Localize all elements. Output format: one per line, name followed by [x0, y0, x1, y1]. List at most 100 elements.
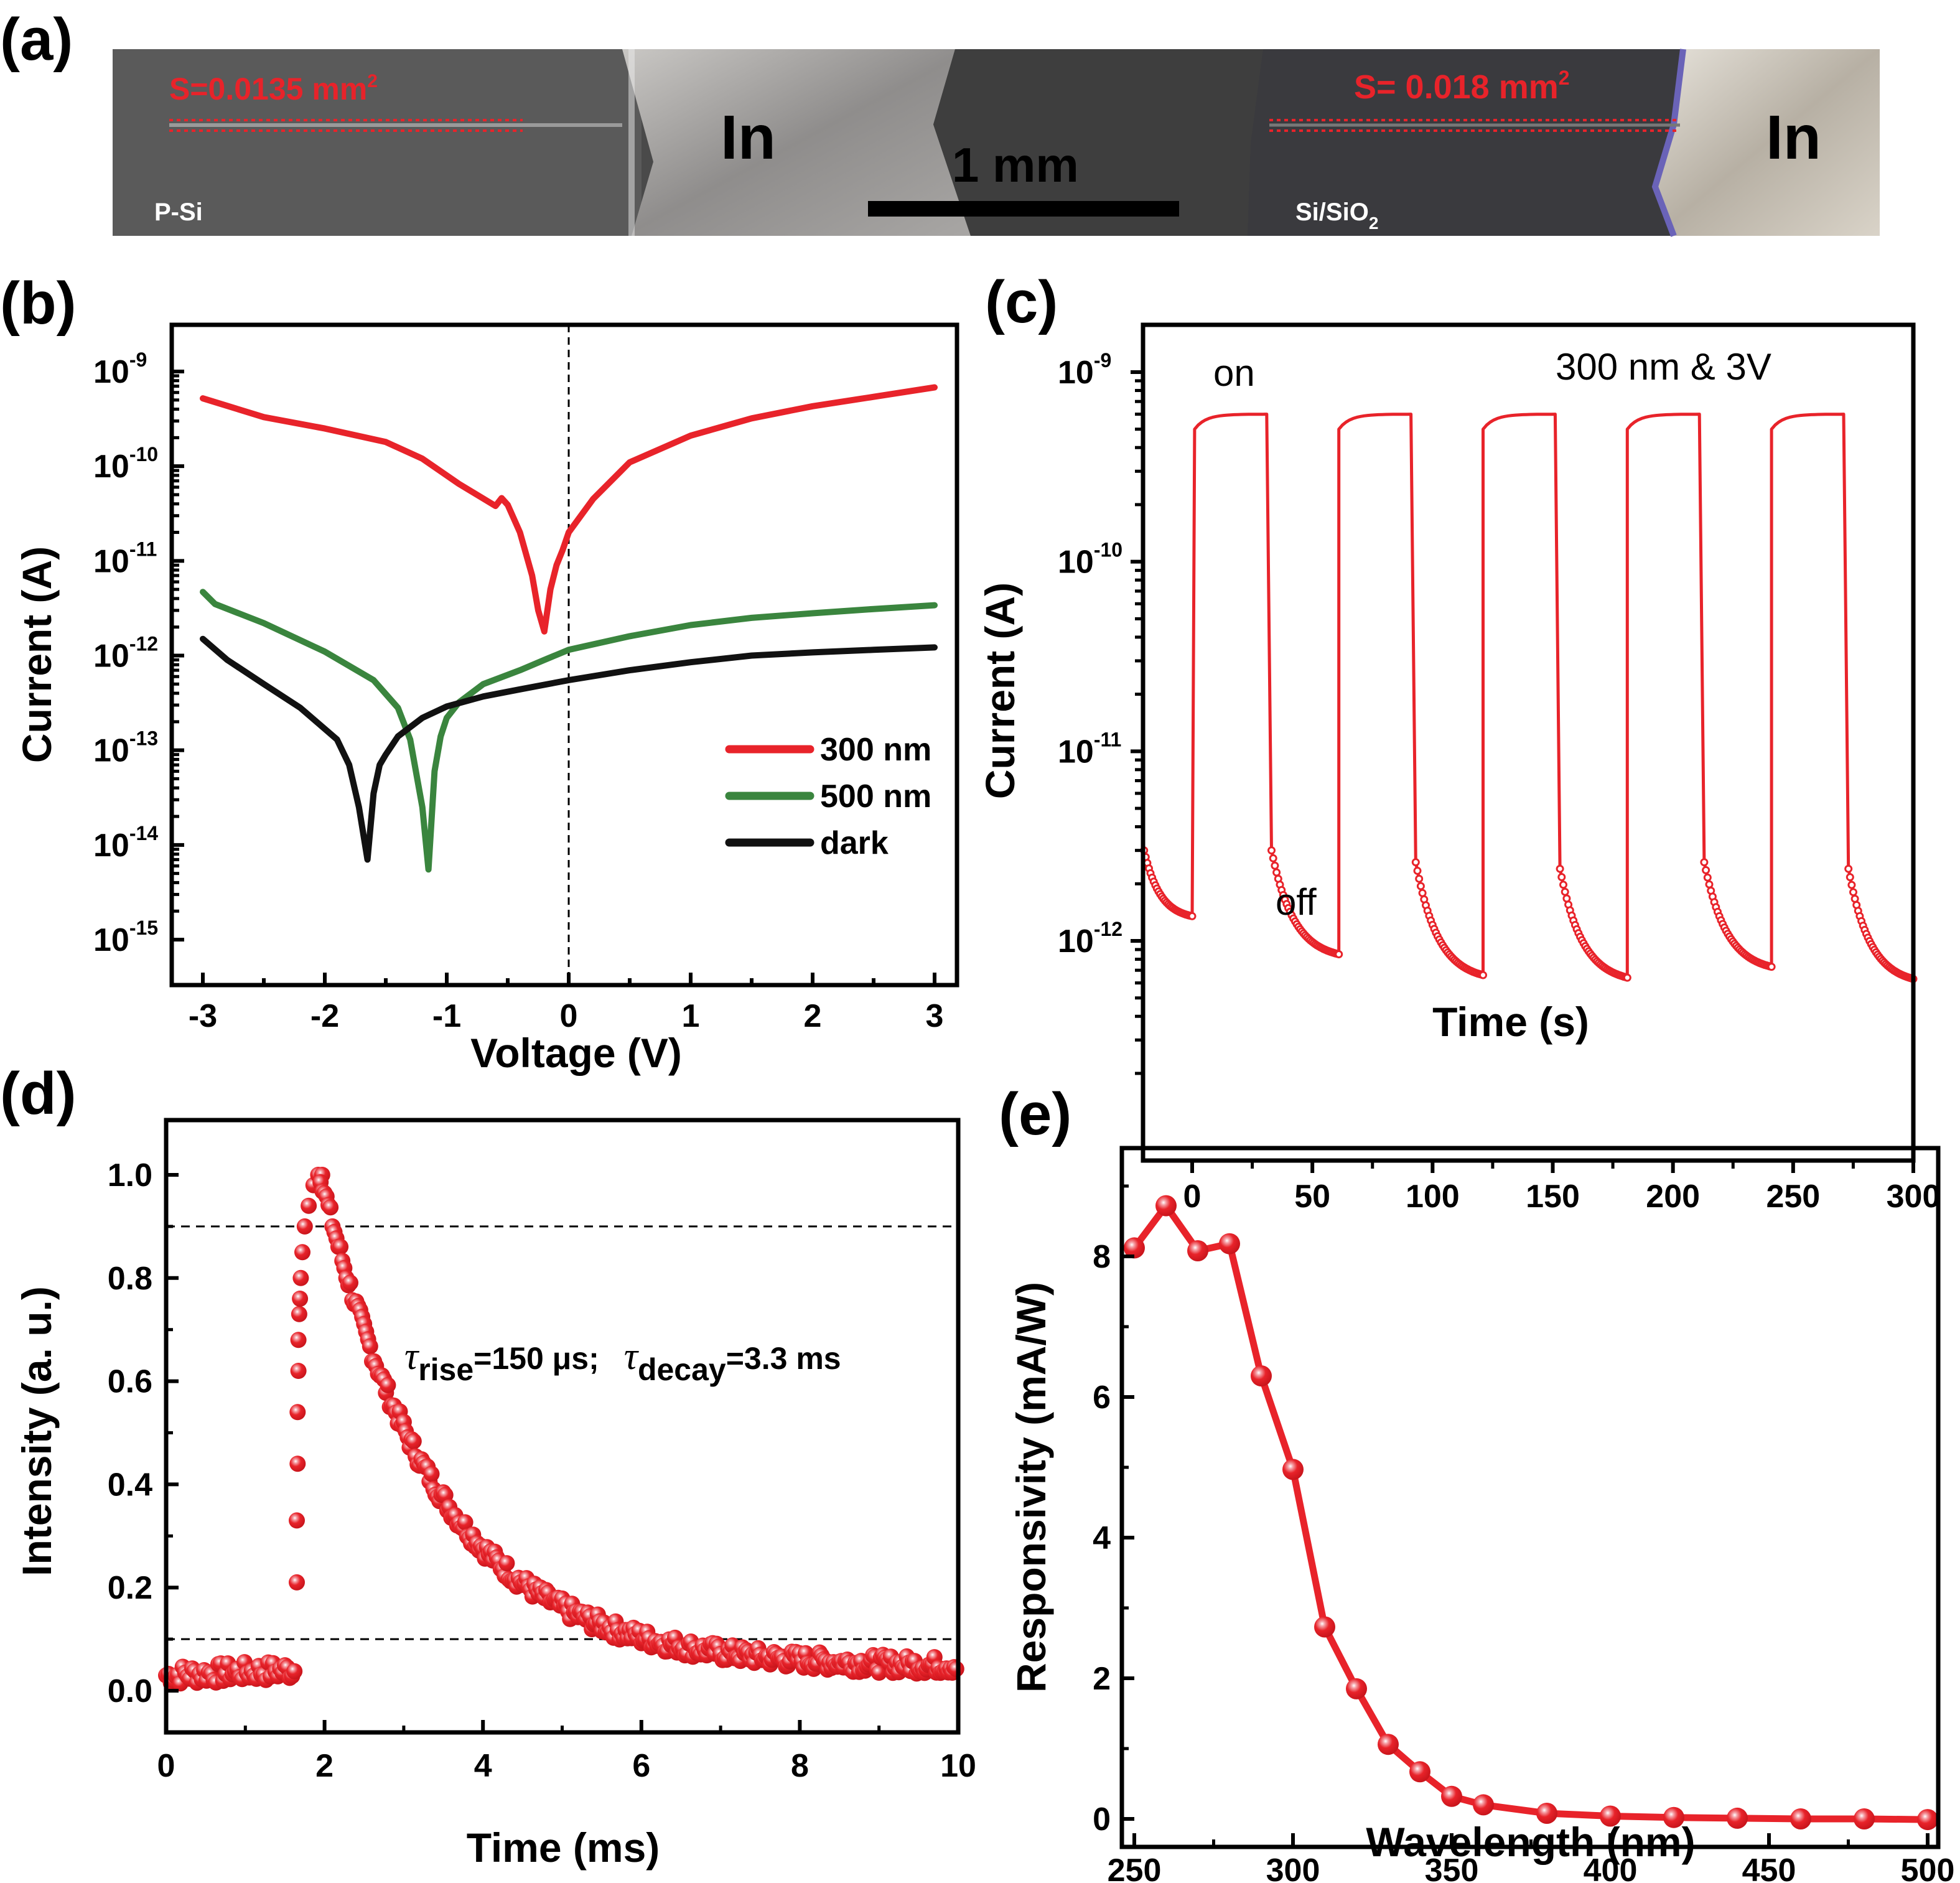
- data-point-c: [1623, 973, 1631, 982]
- data-point-d: [291, 1306, 307, 1322]
- data-point-e: [1378, 1734, 1399, 1755]
- data-point-c: [1272, 868, 1281, 877]
- data-point-c: [1413, 866, 1422, 875]
- x-tick-label-d: 4: [474, 1748, 492, 1784]
- x-axis-label-d: Time (ms): [467, 1825, 660, 1871]
- x-tick-label-e: 400: [1584, 1853, 1638, 1883]
- data-point-e: [1917, 1809, 1938, 1831]
- data-point-c: [1416, 882, 1425, 890]
- data-point-c: [1415, 874, 1424, 883]
- y-tick-label-c: 10-12: [1058, 918, 1122, 960]
- data-point-c: [1700, 858, 1709, 867]
- data-point-c: [1557, 873, 1566, 881]
- x-tick-label-b: 1: [682, 998, 700, 1034]
- y-tick-label-e: 0: [1093, 1801, 1111, 1838]
- blue-edge: [1651, 49, 1686, 237]
- data-point-e: [1854, 1808, 1875, 1829]
- panel-label-b: (b): [0, 270, 77, 337]
- data-point-d: [362, 1338, 378, 1355]
- data-point-e: [1473, 1794, 1494, 1816]
- x-tick-label-e: 350: [1425, 1853, 1479, 1883]
- data-point-e: [1663, 1806, 1684, 1828]
- y-tick-label-d: 0.8: [108, 1261, 152, 1297]
- data-point-c: [1561, 887, 1569, 896]
- indium-contact-left: [622, 49, 971, 236]
- x-tick-label-b: 3: [926, 998, 944, 1034]
- data-point-c: [1705, 880, 1714, 889]
- data-point-e: [1600, 1805, 1621, 1827]
- data-point-e: [1727, 1807, 1748, 1829]
- data-point-d: [296, 1218, 313, 1235]
- x-tick-label-e: 450: [1742, 1853, 1796, 1883]
- data-point-c: [1844, 864, 1853, 873]
- x-tick-label-c: 0: [1183, 1179, 1202, 1215]
- data-point-c: [1188, 912, 1197, 920]
- data-point-d: [292, 1269, 309, 1286]
- y-axis-label-d: Intensity (a. u.): [14, 1286, 60, 1576]
- series-line-responsivity: [1131, 1202, 1928, 1823]
- series-line-dark: [200, 635, 938, 863]
- data-point-c: [1846, 873, 1854, 882]
- data-point-c: [1702, 866, 1710, 874]
- y-tick-label-d: 0.0: [108, 1673, 152, 1709]
- time-constants-annotation: τrise=150 μs; τdecay=3.3 ms: [404, 1335, 841, 1387]
- data-point-c: [1335, 950, 1343, 958]
- data-point-e: [1219, 1233, 1240, 1255]
- data-point-e: [1536, 1803, 1557, 1824]
- area-label-right: S= 0.018 mm2: [1354, 67, 1570, 106]
- data-point-c: [1849, 888, 1857, 897]
- panel-label-a: (a): [0, 6, 73, 73]
- y-tick-label-c: 10-10: [1058, 539, 1122, 581]
- data-point-d: [301, 1197, 317, 1214]
- panel-c: (c) 0 50 100 150 200 250 300 10-9 10-10 10-11 10-1…: [977, 269, 1941, 1215]
- panel-label-d: (d): [0, 1060, 77, 1127]
- region-label-p-si: P-Si: [154, 199, 203, 226]
- x-tick-label-b: -1: [432, 998, 461, 1034]
- plot-frame-e: [1119, 1146, 1941, 1849]
- annotation-off: off: [1276, 881, 1317, 923]
- x-tick-label-b: 2: [804, 998, 822, 1034]
- data-point-d: [294, 1244, 310, 1261]
- data-point-e: [1441, 1785, 1462, 1807]
- data-point-d: [290, 1363, 307, 1379]
- data-point-d: [342, 1274, 358, 1291]
- data-point-c: [1479, 971, 1487, 979]
- legend-b: 300 nm 500 nm dark: [725, 732, 931, 861]
- x-tick-label-e: 250: [1108, 1853, 1162, 1883]
- plot-frame-c: [1141, 322, 1916, 1163]
- area-label-left: S=0.0135 mm2: [169, 71, 378, 106]
- series-line-500nm: [200, 589, 938, 873]
- contact-label-right: In: [1766, 103, 1821, 172]
- metal-edge-highlight: [628, 49, 635, 236]
- panel-d: (d) 0 2 4 6 8 10 0.0 0.2 0.4 0.6 0.8 1.0 τrise=150 …: [0, 1060, 976, 1871]
- data-point-e: [1155, 1195, 1177, 1217]
- panel-b: (b) -3 -2 -1 0 1 2 3 10-9 10-10 10-11 10-12 10-13 10…: [0, 270, 959, 1076]
- x-tick-label-c: 200: [1646, 1179, 1700, 1215]
- y-tick-label-b: 10-15: [93, 917, 158, 958]
- y-tick-label-d: 0.6: [108, 1364, 152, 1400]
- y-tick-label-e: 2: [1093, 1661, 1111, 1697]
- x-tick-label-c: 300: [1887, 1179, 1941, 1215]
- data-point-e: [1790, 1808, 1811, 1829]
- data-point-d: [290, 1332, 307, 1348]
- indium-contact-right: [1655, 49, 1880, 236]
- data-point-c: [1703, 873, 1712, 882]
- data-point-c: [1411, 858, 1420, 867]
- si-sio2-region: [933, 49, 1263, 236]
- si-sio2-region-dark: [1248, 49, 1692, 236]
- x-axis-label-e: Wavelength (nm): [1366, 1819, 1695, 1865]
- data-point-e: [1314, 1616, 1335, 1638]
- data-point-d: [332, 1238, 349, 1255]
- data-point-d: [289, 1512, 305, 1529]
- x-axis-label-b: Voltage (V): [470, 1030, 682, 1076]
- data-point-d: [292, 1291, 309, 1307]
- y-axis-label-b: Current (A): [14, 546, 60, 763]
- legend-label-dark: dark: [820, 825, 889, 861]
- y-tick-label-b: 10-11: [93, 538, 157, 579]
- plot-frame-d: [164, 1118, 961, 1735]
- y-tick-label-c: 10-9: [1058, 349, 1111, 391]
- x-tick-label-d: 6: [632, 1748, 650, 1784]
- annotation-on: on: [1213, 352, 1255, 394]
- data-point-d: [289, 1404, 306, 1421]
- scalebar-label: 1 mm: [952, 138, 1079, 192]
